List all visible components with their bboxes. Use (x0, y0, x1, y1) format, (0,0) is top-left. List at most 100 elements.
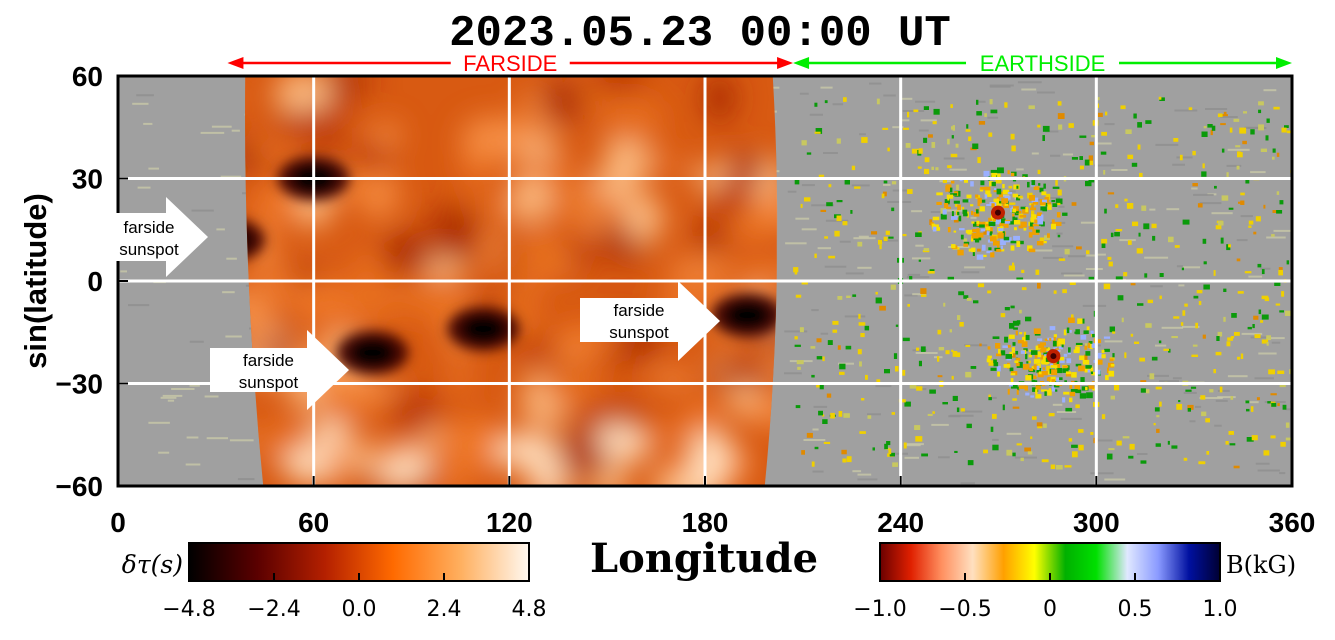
quiet-sun-pixel (220, 175, 242, 178)
active-region-pixel (998, 191, 1003, 198)
magnetic-element (1244, 271, 1252, 274)
magnetic-element (1108, 261, 1113, 267)
active-region-pixel (1109, 358, 1114, 362)
magnetic-element (1096, 103, 1099, 108)
active-region-pixel (1030, 395, 1035, 398)
magnetic-element (1214, 185, 1217, 189)
quiet-sun-pixel (938, 456, 950, 459)
magnetic-element (1133, 113, 1137, 119)
magnetic-element (1139, 357, 1145, 362)
quiet-sun-pixel (949, 168, 967, 171)
farside-cell (601, 95, 664, 143)
quiet-sun-pixel (1086, 254, 1097, 257)
quiet-sun-pixel (812, 428, 819, 431)
magnetic-element (1220, 123, 1226, 126)
magnetic-element (909, 383, 917, 389)
quiet-sun-pixel (857, 266, 872, 269)
quiet-sun-pixel (1060, 417, 1082, 420)
active-region-pixel (993, 198, 999, 203)
colorbar-tick-label: 0.0 (342, 597, 377, 622)
magnetic-element (1016, 443, 1022, 446)
active-region-pixel (1092, 333, 1098, 338)
magnetic-element (1228, 244, 1231, 248)
magnetic-element (965, 129, 971, 132)
magnetic-element (882, 191, 887, 197)
magnetic-element (1171, 445, 1178, 449)
quiet-sun-pixel (1155, 143, 1179, 146)
magnetic-element (1266, 342, 1269, 346)
quiet-sun-pixel (204, 395, 219, 398)
magnetic-element (1179, 154, 1183, 161)
magnetic-element (995, 178, 1002, 184)
quiet-sun-pixel (1199, 397, 1223, 399)
magnetic-element (1055, 198, 1063, 205)
magnetic-element (1140, 388, 1146, 393)
plot-area: farside sunspot farside sunspot farside sunsp… (112, 74, 1294, 488)
active-region-pixel (986, 204, 993, 206)
magnetic-element (923, 137, 928, 143)
magnetic-element (952, 125, 955, 131)
sunspot-umbra (1050, 353, 1057, 360)
magnetic-element (1233, 118, 1240, 122)
magnetic-element (1159, 97, 1165, 101)
active-region-pixel (1080, 335, 1087, 340)
active-region-pixel (1049, 338, 1052, 341)
active-region-pixel (1028, 248, 1036, 253)
active-region-pixel (1011, 384, 1018, 389)
magnetic-element (1258, 101, 1264, 106)
quiet-sun-pixel (137, 186, 151, 189)
magnetic-element (815, 128, 823, 134)
magnetic-element (1229, 127, 1233, 133)
active-region-pixel (957, 204, 961, 211)
magnetic-element (1239, 127, 1247, 134)
quiet-sun-pixel (811, 309, 819, 312)
quiet-sun-pixel (970, 216, 977, 219)
magnetic-element (1106, 453, 1113, 460)
magnetic-element (1079, 156, 1083, 160)
active-region-pixel (932, 216, 940, 221)
magnetic-element (1107, 192, 1115, 195)
magnetic-element (1078, 444, 1084, 451)
farside-cell (437, 458, 467, 486)
quiet-sun-pixel (1031, 152, 1039, 155)
quiet-sun-pixel (1021, 88, 1037, 91)
magnetic-element (1012, 452, 1016, 457)
active-region-pixel (1063, 329, 1067, 336)
magnetic-element (937, 356, 940, 362)
active-region-pixel (945, 185, 950, 192)
magnetic-element (1180, 322, 1184, 326)
magnetic-element (1272, 210, 1279, 213)
quiet-sun-pixel (867, 413, 881, 416)
magnetic-element (1155, 386, 1162, 390)
magnetic-element (1027, 360, 1031, 364)
y-tick-label: 60 (72, 61, 103, 92)
magnetic-element (1215, 351, 1222, 356)
colorbar-tick-label: 2.4 (427, 597, 462, 622)
magnetic-element (1127, 154, 1134, 159)
active-region-pixel (946, 206, 951, 209)
active-region-pixel (1013, 235, 1020, 241)
magnetic-element (1048, 413, 1055, 417)
active-region-pixel (1085, 386, 1088, 391)
magnetic-element (797, 366, 801, 370)
magnetic-element (959, 322, 964, 327)
magnetic-element (872, 447, 875, 451)
quiet-sun-pixel (200, 131, 225, 134)
magnetic-element (1019, 309, 1022, 314)
active-region-pixel (1028, 221, 1031, 226)
magnetic-element (854, 186, 861, 189)
magnetic-element (1235, 145, 1241, 148)
magnetic-element (1192, 183, 1198, 187)
magnetic-element (907, 111, 910, 118)
magnetic-element (824, 236, 828, 239)
magnetic-element (816, 356, 823, 360)
quiet-sun-pixel (1104, 478, 1126, 481)
quiet-sun-pixel (801, 184, 815, 187)
quiet-sun-pixel (1028, 249, 1053, 252)
magnetic-element (1036, 422, 1043, 427)
active-region-pixel (1084, 367, 1089, 373)
active-region-pixel (986, 193, 992, 197)
quiet-sun-pixel (1244, 401, 1259, 404)
magnetic-element (860, 333, 865, 338)
quiet-sun-pixel (1176, 156, 1193, 159)
